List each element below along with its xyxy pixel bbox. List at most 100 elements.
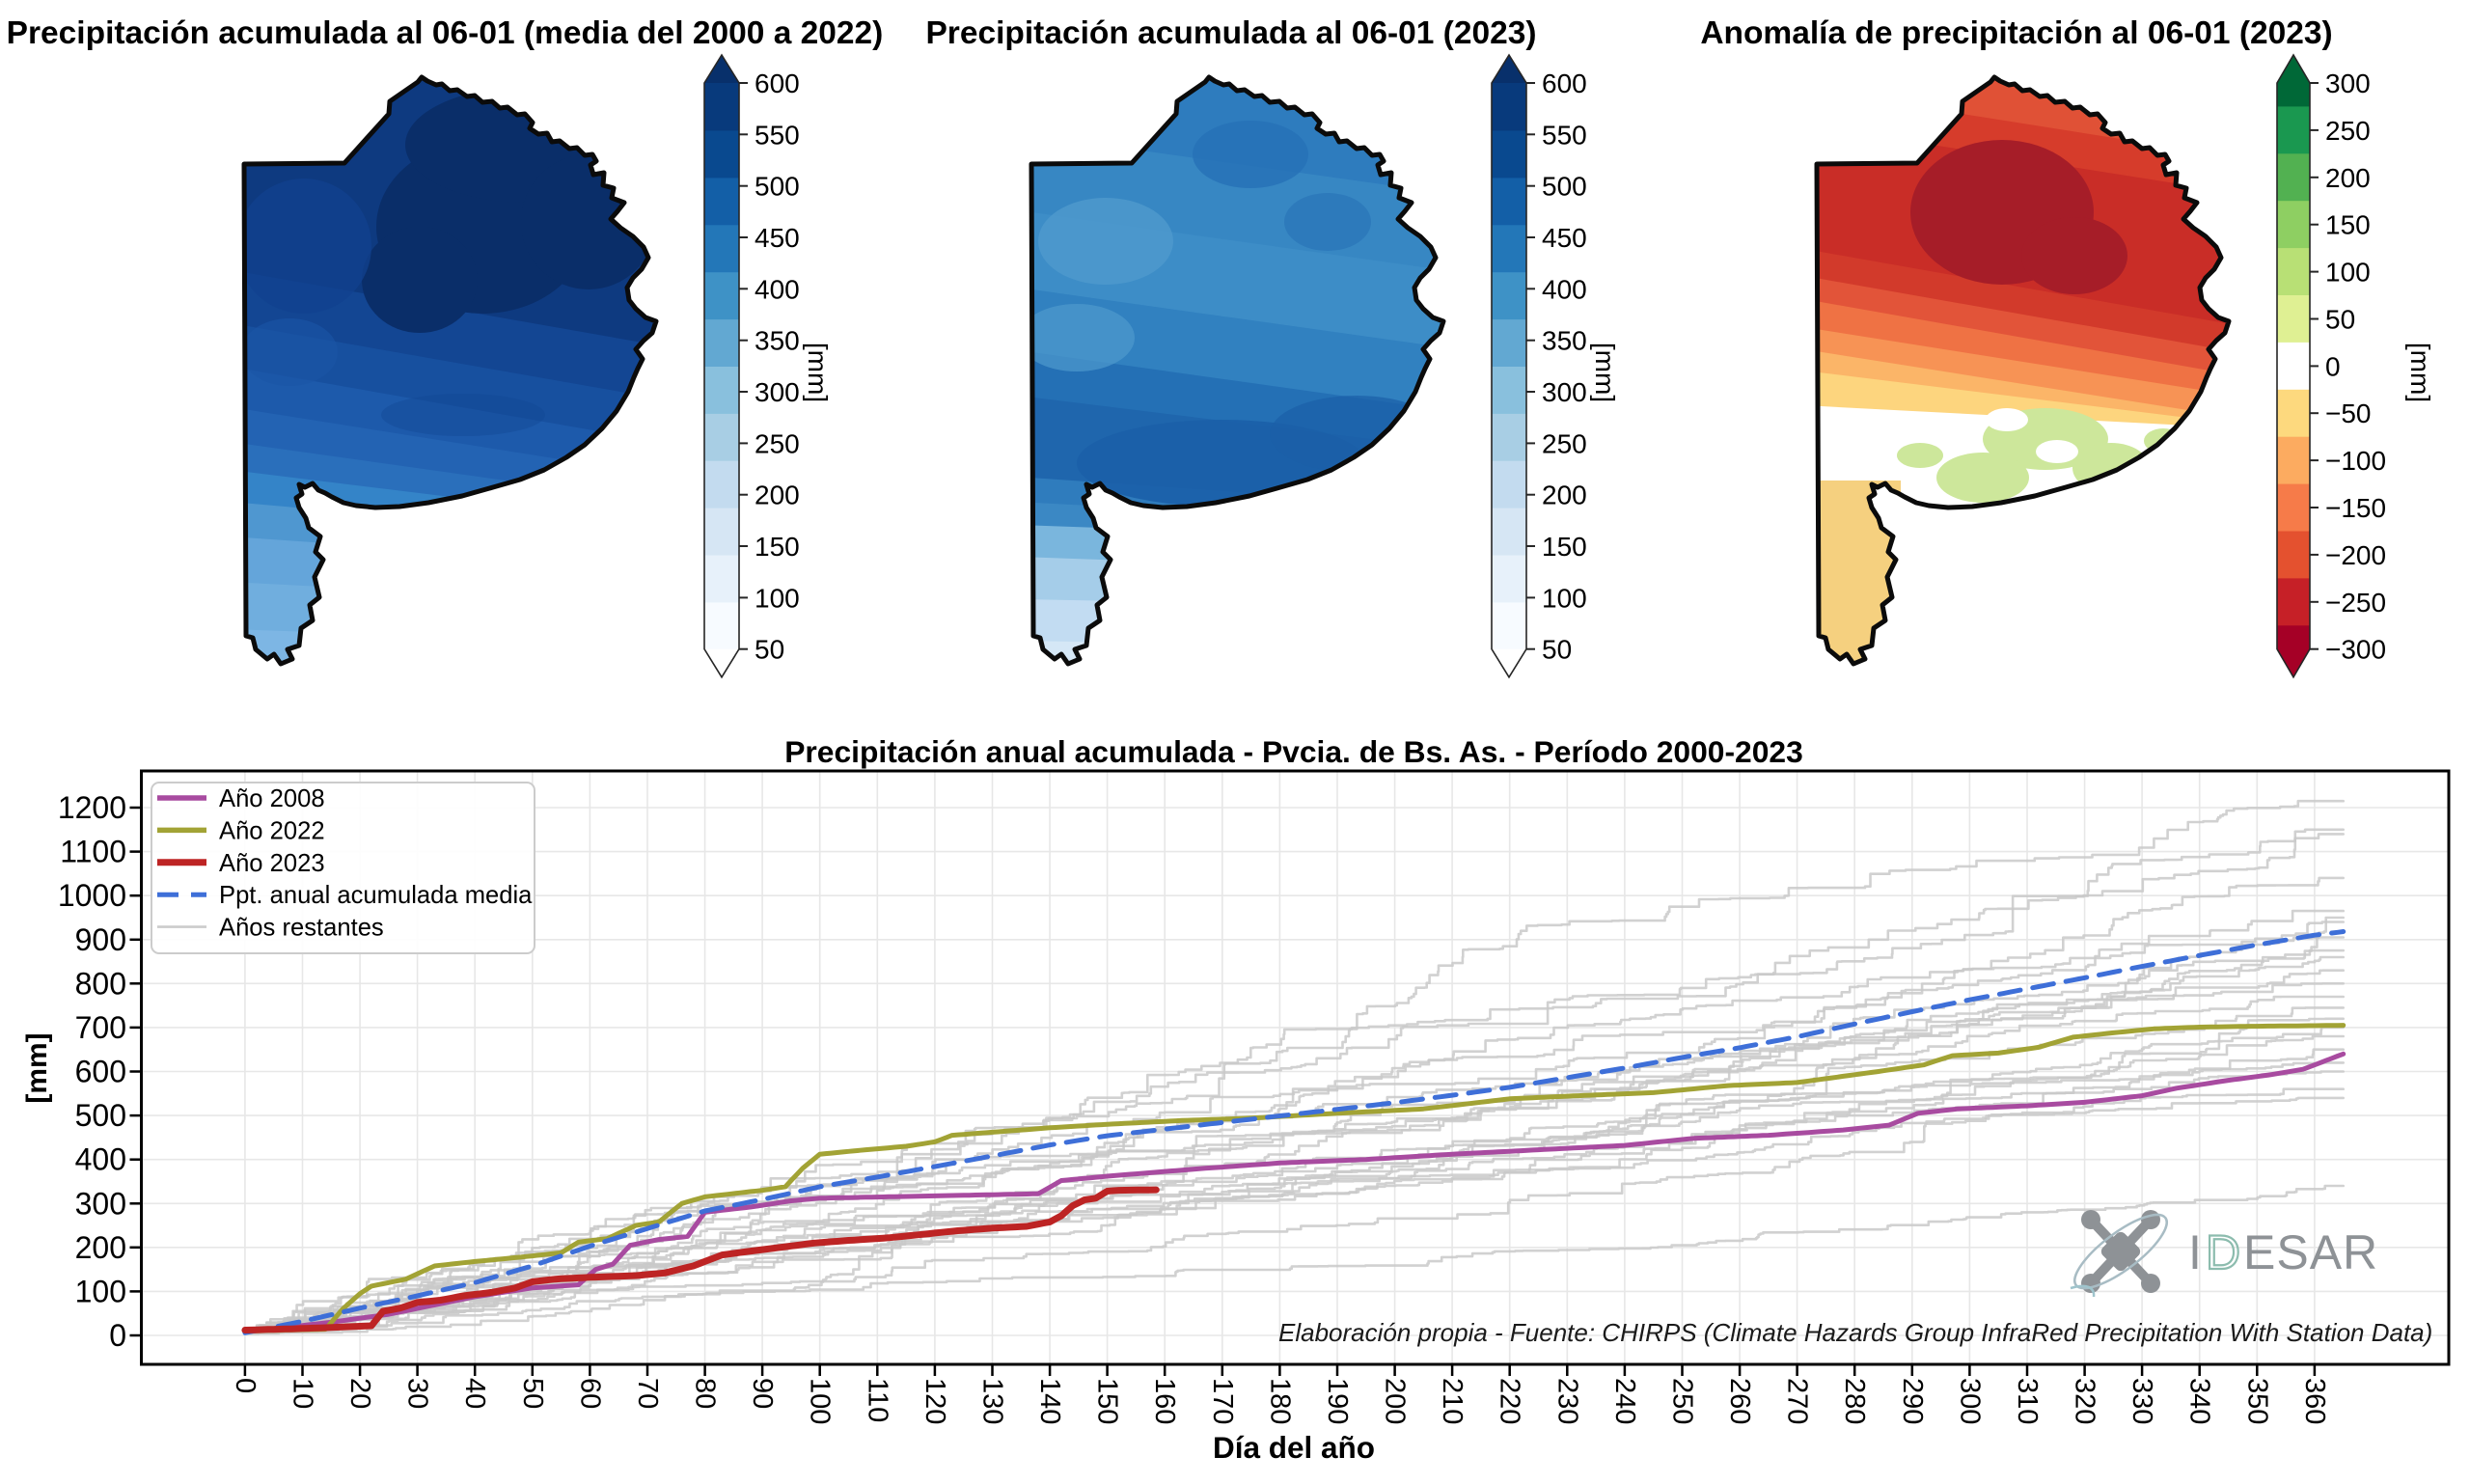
svg-text:100: 100 — [1542, 583, 1587, 613]
svg-text:Año 2008: Año 2008 — [219, 785, 325, 812]
svg-text:40: 40 — [459, 1378, 490, 1409]
svg-text:Año 2022: Año 2022 — [219, 817, 325, 844]
svg-text:120: 120 — [919, 1378, 950, 1424]
svg-text:250: 250 — [1542, 428, 1587, 458]
svg-text:1200: 1200 — [58, 790, 126, 825]
svg-text:60: 60 — [574, 1378, 605, 1409]
svg-text:230: 230 — [1551, 1378, 1582, 1424]
svg-text:600: 600 — [75, 1055, 126, 1089]
svg-text:10: 10 — [287, 1378, 317, 1409]
svg-text:190: 190 — [1322, 1378, 1353, 1424]
svg-text:170: 170 — [1207, 1378, 1238, 1424]
svg-text:360: 360 — [2299, 1378, 2330, 1424]
svg-text:800: 800 — [75, 966, 126, 1001]
svg-text:Años restantes: Años restantes — [219, 915, 384, 942]
svg-text:0: 0 — [230, 1378, 261, 1393]
svg-text:200: 200 — [755, 481, 800, 510]
svg-text:400: 400 — [75, 1142, 126, 1177]
svg-text:100: 100 — [75, 1274, 126, 1308]
svg-text:140: 140 — [1034, 1378, 1065, 1424]
svg-text:130: 130 — [976, 1378, 1007, 1424]
svg-text:180: 180 — [1264, 1378, 1295, 1424]
svg-text:−100: −100 — [2325, 446, 2386, 476]
svg-text:210: 210 — [1437, 1378, 1468, 1424]
svg-text:350: 350 — [2241, 1378, 2272, 1424]
svg-text:100: 100 — [755, 583, 800, 613]
svg-text:Año 2023: Año 2023 — [219, 850, 325, 877]
svg-text:50: 50 — [755, 635, 784, 665]
svg-text:300: 300 — [2325, 69, 2371, 98]
svg-text:Día del año: Día del año — [1213, 1430, 1375, 1465]
svg-text:[mm]: [mm] — [2405, 343, 2435, 402]
svg-text:70: 70 — [632, 1378, 663, 1409]
svg-text:290: 290 — [1897, 1378, 1928, 1424]
svg-text:100: 100 — [2325, 258, 2371, 288]
svg-text:50: 50 — [517, 1378, 548, 1409]
svg-text:80: 80 — [690, 1378, 721, 1409]
svg-text:100: 100 — [805, 1378, 836, 1424]
svg-text:260: 260 — [1724, 1378, 1755, 1424]
svg-text:0: 0 — [2325, 351, 2341, 381]
svg-text:Anomalía de precipitación al 0: Anomalía de precipitación al 06-01 (2023… — [1700, 15, 2332, 51]
svg-text:50: 50 — [2325, 305, 2355, 335]
svg-text:[mm]: [mm] — [803, 343, 833, 402]
svg-text:Ppt. anual acumulada media: Ppt. anual acumulada media — [219, 882, 533, 909]
svg-text:500: 500 — [755, 172, 800, 202]
svg-text:240: 240 — [1609, 1378, 1640, 1424]
svg-text:320: 320 — [2070, 1378, 2100, 1424]
svg-text:150: 150 — [1092, 1378, 1123, 1424]
svg-text:310: 310 — [2012, 1378, 2043, 1424]
svg-text:−200: −200 — [2325, 540, 2386, 570]
svg-text:300: 300 — [1954, 1378, 1985, 1424]
svg-text:700: 700 — [75, 1010, 126, 1045]
svg-text:−50: −50 — [2325, 398, 2372, 428]
svg-text:200: 200 — [1380, 1378, 1411, 1424]
svg-text:90: 90 — [747, 1378, 778, 1409]
svg-text:550: 550 — [755, 120, 800, 150]
svg-text:250: 250 — [1666, 1378, 1697, 1424]
svg-text:160: 160 — [1149, 1378, 1180, 1424]
svg-text:350: 350 — [1542, 326, 1587, 356]
svg-text:150: 150 — [1542, 532, 1587, 562]
svg-text:200: 200 — [2325, 163, 2371, 193]
svg-text:D: D — [2206, 1225, 2240, 1279]
svg-text:300: 300 — [755, 377, 800, 407]
svg-text:Precipitación anual acumulada: Precipitación anual acumulada - Pvcia. d… — [784, 734, 1803, 769]
svg-text:300: 300 — [1542, 377, 1587, 407]
svg-text:500: 500 — [1542, 172, 1587, 202]
svg-text:Precipitación acumulada al 06-: Precipitación acumulada al 06-01 (media … — [7, 15, 884, 51]
svg-text:Precipitación acumulada al 06-: Precipitación acumulada al 06-01 (2023) — [925, 15, 1536, 51]
svg-text:250: 250 — [2325, 116, 2371, 146]
svg-text:1000: 1000 — [58, 878, 126, 913]
svg-text:ESAR: ESAR — [2243, 1225, 2378, 1279]
svg-text:500: 500 — [75, 1098, 126, 1133]
svg-text:50: 50 — [1542, 635, 1572, 665]
svg-text:Elaboración propia - Fuente: C: Elaboración propia - Fuente: CHIRPS (Cli… — [1278, 1318, 2432, 1347]
svg-text:[mm]: [mm] — [21, 1032, 53, 1103]
svg-text:280: 280 — [1839, 1378, 1870, 1424]
svg-text:220: 220 — [1495, 1378, 1525, 1424]
svg-text:340: 340 — [2184, 1378, 2215, 1424]
svg-text:20: 20 — [344, 1378, 375, 1409]
svg-text:−250: −250 — [2325, 588, 2386, 618]
svg-text:300: 300 — [75, 1186, 126, 1221]
svg-text:110: 110 — [862, 1378, 892, 1422]
svg-text:30: 30 — [402, 1378, 433, 1409]
svg-text:400: 400 — [1542, 274, 1587, 304]
svg-text:−300: −300 — [2325, 635, 2386, 665]
svg-text:330: 330 — [2127, 1378, 2157, 1424]
svg-text:−150: −150 — [2325, 493, 2386, 523]
svg-text:550: 550 — [1542, 120, 1587, 150]
svg-text:450: 450 — [755, 223, 800, 253]
svg-text:250: 250 — [755, 428, 800, 458]
svg-text:270: 270 — [1782, 1378, 1813, 1424]
svg-text:450: 450 — [1542, 223, 1587, 253]
svg-text:400: 400 — [755, 274, 800, 304]
svg-text:150: 150 — [2325, 210, 2371, 240]
svg-text:200: 200 — [1542, 481, 1587, 510]
svg-text:[mm]: [mm] — [1590, 343, 1620, 402]
svg-text:I: I — [2188, 1225, 2202, 1279]
svg-text:600: 600 — [1542, 69, 1587, 98]
svg-text:600: 600 — [755, 69, 800, 98]
svg-text:200: 200 — [75, 1230, 126, 1265]
